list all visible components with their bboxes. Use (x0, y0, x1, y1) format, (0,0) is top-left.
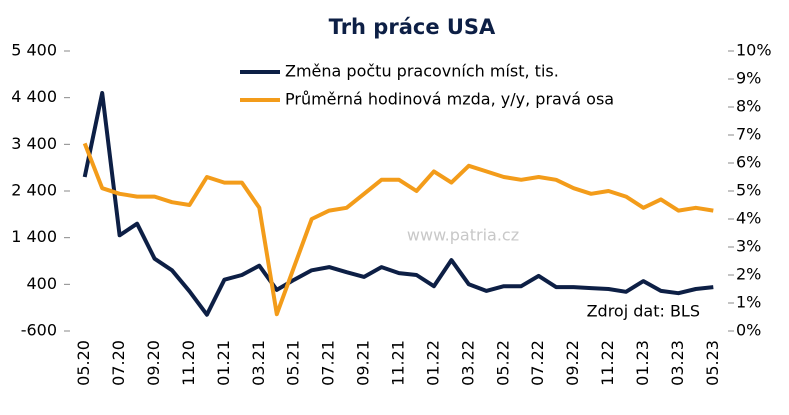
y-tick-label: 3 400 (11, 134, 57, 153)
x-tick-label: 03.21 (249, 340, 268, 386)
x-tick-label: 05.20 (74, 340, 93, 386)
x-tick-label: 05.23 (703, 340, 722, 386)
y2-tick-label: 6% (736, 153, 761, 172)
y2-tick-label: 5% (736, 181, 761, 200)
x-tick-label: 11.20 (179, 340, 198, 386)
legend-label: Průměrná hodinová mzda, y/y, pravá osa (285, 90, 614, 109)
y2-tick-label: 8% (736, 97, 761, 116)
y-tick-label: 4 400 (11, 87, 57, 106)
y2-tick-label: 9% (736, 69, 761, 88)
y-tick-label: 5 400 (11, 41, 57, 60)
watermark: www.patria.cz (407, 226, 519, 245)
y2-tick-label: 1% (736, 293, 761, 312)
x-tick-label: 11.22 (598, 340, 617, 386)
x-tick-label: 09.21 (354, 340, 373, 386)
y2-tick-label: 4% (736, 209, 761, 228)
series-line (82, 142, 714, 317)
x-tick-label: 07.22 (528, 340, 547, 386)
y-tick-label: 1 400 (11, 227, 57, 246)
x-tick-label: 09.20 (144, 340, 163, 386)
y-tick-label: -600 (21, 321, 57, 340)
x-tick-label: 01.21 (214, 340, 233, 386)
legend-label: Změna počtu pracovních míst, tis. (285, 62, 559, 81)
x-tick-label: 03.22 (458, 340, 477, 386)
x-tick-label: 11.21 (389, 340, 408, 386)
x-tick-label: 09.22 (563, 340, 582, 386)
y2-tick-label: 10% (736, 41, 772, 60)
chart-title: Trh práce USA (329, 15, 496, 39)
y2-tick-label: 3% (736, 237, 761, 256)
x-tick-label: 01.22 (423, 340, 442, 386)
source-note: Zdroj dat: BLS (587, 302, 700, 321)
y2-tick-label: 2% (736, 265, 761, 284)
y-tick-label: 2 400 (11, 181, 57, 200)
x-tick-label: 03.23 (668, 340, 687, 386)
y2-tick-label: 0% (736, 321, 761, 340)
series-line (82, 91, 714, 317)
x-tick-label: 07.21 (319, 340, 338, 386)
x-tick-label: 05.22 (493, 340, 512, 386)
x-tick-label: 07.20 (109, 340, 128, 386)
x-tick-label: 01.23 (633, 340, 652, 386)
y2-tick-label: 7% (736, 125, 761, 144)
y-tick-label: 400 (26, 274, 57, 293)
x-tick-label: 05.21 (284, 340, 303, 386)
